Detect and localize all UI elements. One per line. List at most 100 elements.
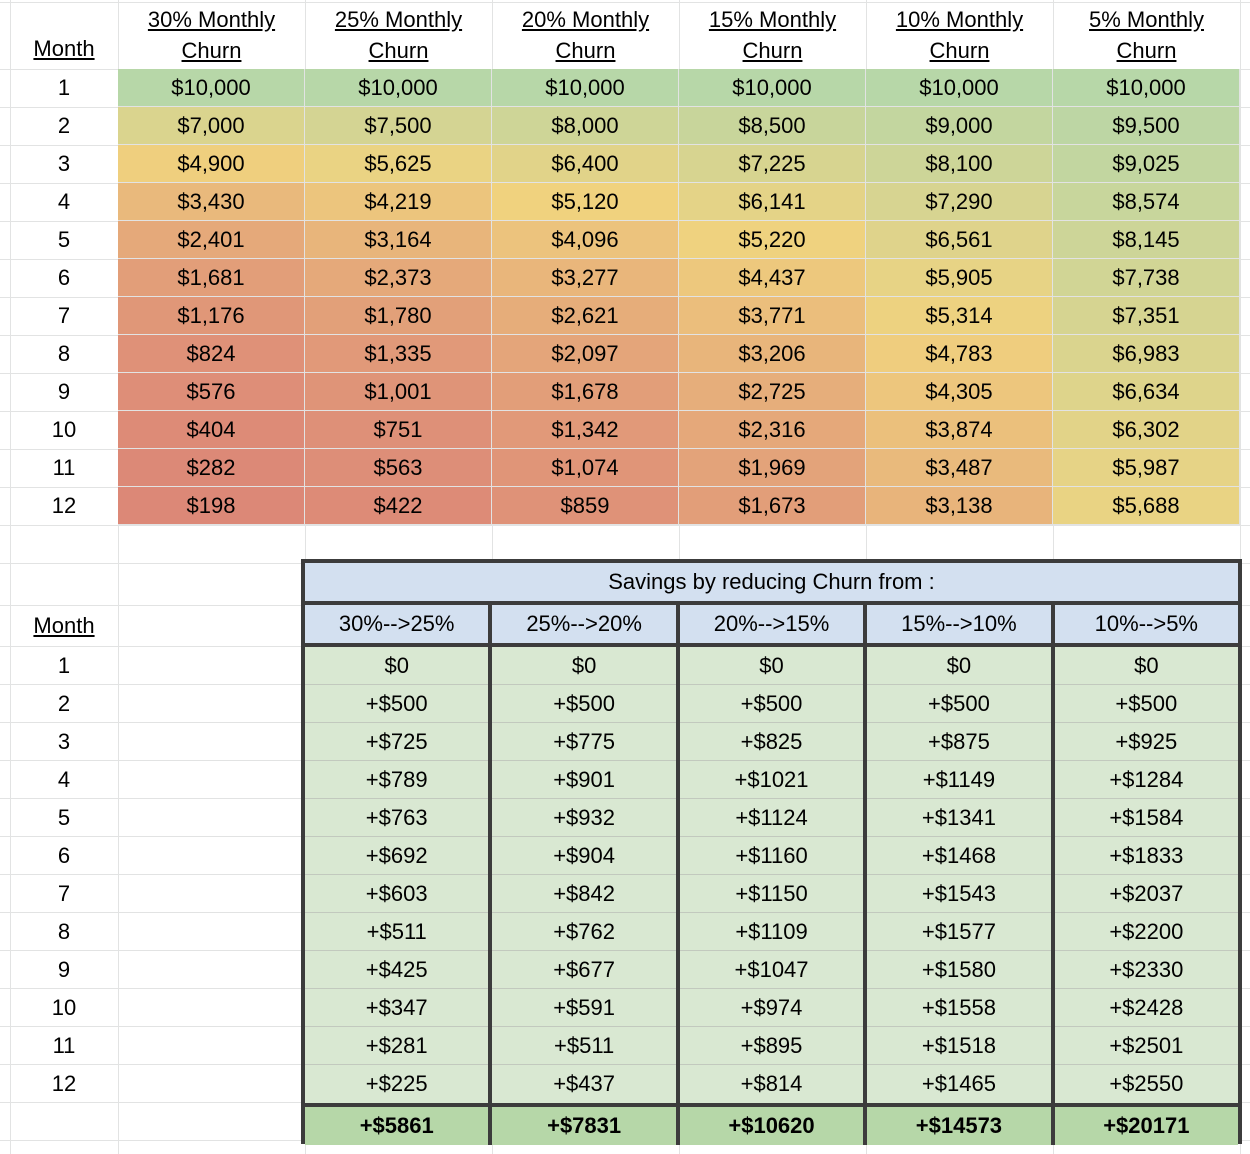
savings-cell[interactable]: +$225 — [365, 1071, 428, 1096]
savings-column-header[interactable]: 15%-->10% — [863, 605, 1051, 643]
savings-cell[interactable]: +$603 — [305, 875, 489, 913]
revenue-cell[interactable]: $9,500 — [1053, 107, 1240, 145]
revenue-cell[interactable]: $2,621 — [492, 297, 679, 335]
savings-cell[interactable]: +$425 — [305, 951, 489, 989]
month-label[interactable]: 6 — [57, 265, 71, 290]
revenue-cell[interactable]: $4,437 — [679, 259, 866, 297]
revenue-cell[interactable]: $8,000 — [492, 107, 679, 145]
revenue-cell[interactable]: $10,000 — [305, 69, 492, 107]
revenue-cell[interactable]: $1,673 — [679, 487, 866, 525]
month-label[interactable]: 9 — [57, 957, 71, 982]
savings-cell[interactable]: $0 — [492, 647, 676, 685]
savings-cell[interactable]: +$500 — [305, 685, 489, 723]
revenue-cell[interactable]: $5,688 — [1053, 487, 1240, 525]
month-label[interactable]: 3 — [57, 151, 71, 176]
savings-cell[interactable]: +$1580 — [867, 951, 1051, 989]
savings-cell[interactable]: +$281 — [305, 1027, 489, 1065]
revenue-cell[interactable]: $7,738 — [1053, 259, 1240, 297]
revenue-cell[interactable]: $282 — [118, 449, 305, 487]
savings-cell[interactable]: +$904 — [492, 837, 676, 875]
savings-cell[interactable]: +$2428 — [1054, 989, 1239, 1027]
revenue-cell[interactable]: $4,219 — [305, 183, 492, 221]
month-label[interactable]: 1 — [57, 75, 71, 100]
revenue-cell[interactable]: $3,164 — [305, 221, 492, 259]
month-label[interactable]: 10 — [51, 995, 77, 1020]
month-label[interactable]: 3 — [57, 729, 71, 754]
month-label[interactable]: 2 — [57, 113, 71, 138]
revenue-cell[interactable]: $1,335 — [305, 335, 492, 373]
savings-cell[interactable]: +$591 — [492, 989, 676, 1027]
revenue-cell[interactable]: $7,290 — [866, 183, 1053, 221]
revenue-cell[interactable]: $10,000 — [679, 69, 866, 107]
savings-cell[interactable]: +$725 — [305, 723, 489, 761]
month-label[interactable]: 5 — [57, 227, 71, 252]
month-label[interactable]: 5 — [57, 805, 71, 830]
revenue-cell[interactable]: $2,097 — [492, 335, 679, 373]
revenue-cell[interactable]: $5,625 — [305, 145, 492, 183]
savings-total-cell[interactable]: +$5861 — [305, 1107, 489, 1145]
revenue-column-header[interactable]: 5% Monthly Churn — [1089, 6, 1204, 63]
revenue-cell[interactable]: $576 — [118, 373, 305, 411]
revenue-cell[interactable]: $859 — [492, 487, 679, 525]
revenue-cell[interactable]: $8,145 — [1053, 221, 1240, 259]
revenue-cell[interactable]: $5,314 — [866, 297, 1053, 335]
revenue-cell[interactable]: $3,487 — [866, 449, 1053, 487]
revenue-cell[interactable]: $198 — [118, 487, 305, 525]
month-column-header-bottom[interactable]: Month — [33, 613, 95, 638]
savings-cell[interactable]: +$814 — [740, 1071, 803, 1096]
revenue-cell[interactable]: $1,001 — [305, 373, 492, 411]
month-label[interactable]: 12 — [51, 493, 77, 518]
revenue-cell[interactable]: $6,400 — [492, 145, 679, 183]
revenue-cell[interactable]: $1,969 — [679, 449, 866, 487]
month-label[interactable]: 2 — [57, 691, 71, 716]
revenue-cell[interactable]: $10,000 — [492, 69, 679, 107]
revenue-cell[interactable]: $4,900 — [118, 145, 305, 183]
revenue-cell[interactable]: $1,681 — [118, 259, 305, 297]
savings-column-header[interactable]: 25%-->20% — [488, 605, 676, 643]
revenue-cell[interactable]: $5,220 — [679, 221, 866, 259]
revenue-cell[interactable]: $2,316 — [679, 411, 866, 449]
savings-cell[interactable]: +$1150 — [679, 875, 864, 913]
revenue-cell[interactable]: $10,000 — [866, 69, 1053, 107]
savings-total-cell[interactable]: +$14573 — [863, 1107, 1051, 1145]
month-label[interactable]: 11 — [52, 1033, 76, 1058]
savings-cell[interactable]: +$842 — [492, 875, 676, 913]
month-label[interactable]: 8 — [57, 919, 71, 944]
month-label[interactable]: 4 — [57, 189, 71, 214]
savings-cell[interactable]: +$2330 — [1054, 951, 1239, 989]
month-label[interactable]: 6 — [57, 843, 71, 868]
savings-total-cell[interactable]: +$20171 — [1050, 1107, 1239, 1145]
savings-cell[interactable]: +$1124 — [679, 799, 864, 837]
month-label[interactable]: 7 — [57, 881, 71, 906]
revenue-column-header[interactable]: 15% Monthly Churn — [708, 6, 837, 63]
savings-cell[interactable]: +$1543 — [867, 875, 1051, 913]
revenue-cell[interactable]: $2,401 — [118, 221, 305, 259]
revenue-column-header[interactable]: 20% Monthly Churn — [521, 6, 650, 63]
savings-cell[interactable]: +$895 — [679, 1027, 864, 1065]
revenue-cell[interactable]: $3,874 — [866, 411, 1053, 449]
revenue-cell[interactable]: $751 — [305, 411, 492, 449]
savings-cell[interactable]: $0 — [1054, 647, 1239, 685]
revenue-cell[interactable]: $3,206 — [679, 335, 866, 373]
revenue-column-header[interactable]: 10% Monthly Churn — [895, 6, 1024, 63]
revenue-cell[interactable]: $10,000 — [1053, 69, 1240, 107]
savings-cell[interactable]: $0 — [867, 647, 1051, 685]
savings-total-cell[interactable]: +$10620 — [675, 1107, 864, 1145]
savings-cell[interactable]: +$1160 — [679, 837, 864, 875]
month-label[interactable]: 9 — [57, 379, 71, 404]
revenue-cell[interactable]: $6,561 — [866, 221, 1053, 259]
revenue-cell[interactable]: $2,373 — [305, 259, 492, 297]
revenue-cell[interactable]: $563 — [305, 449, 492, 487]
revenue-cell[interactable]: $9,000 — [866, 107, 1053, 145]
savings-cell[interactable]: +$511 — [492, 1027, 676, 1065]
revenue-cell[interactable]: $3,138 — [866, 487, 1053, 525]
revenue-cell[interactable]: $3,771 — [679, 297, 866, 335]
savings-cell[interactable]: +$1109 — [679, 913, 864, 951]
savings-cell[interactable]: +$500 — [867, 685, 1051, 723]
savings-cell[interactable]: +$1284 — [1054, 761, 1239, 799]
month-label[interactable]: 4 — [57, 767, 71, 792]
revenue-cell[interactable]: $1,342 — [492, 411, 679, 449]
savings-cell[interactable]: +$1149 — [867, 761, 1051, 799]
savings-cell[interactable]: +$775 — [492, 723, 676, 761]
savings-cell[interactable]: +$2200 — [1054, 913, 1239, 951]
